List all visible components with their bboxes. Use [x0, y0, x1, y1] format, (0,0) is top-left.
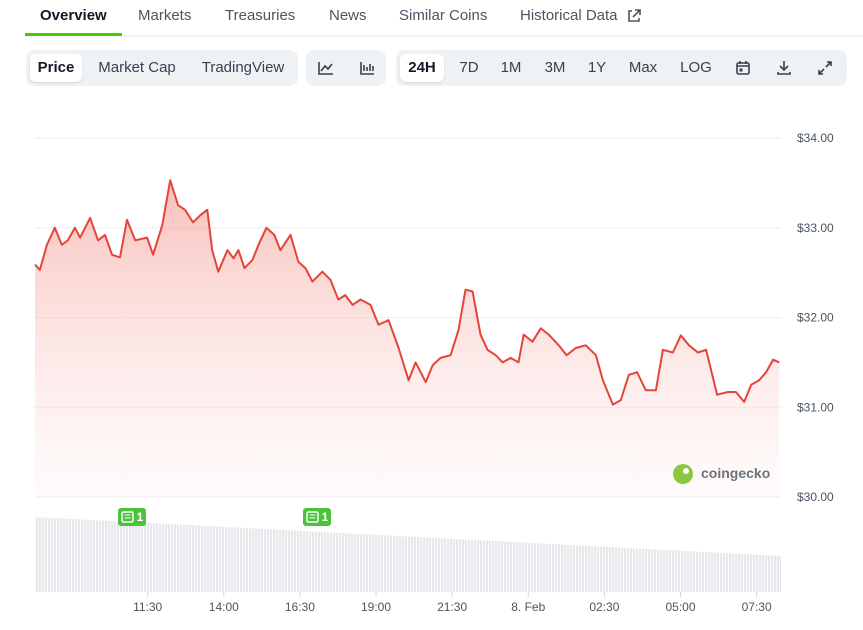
- x-tick-label: 05:00: [666, 600, 696, 614]
- download-button[interactable]: [770, 54, 798, 82]
- view-button[interactable]: TradingView: [201, 59, 285, 76]
- watermark: coingecko: [673, 464, 770, 484]
- x-tick-label: 11:30: [133, 600, 162, 614]
- x-tick-label: 21:30: [437, 600, 467, 614]
- range-group: [396, 50, 847, 86]
- range-button[interactable]: Max: [628, 59, 658, 76]
- tab[interactable]: Markets: [138, 7, 192, 24]
- x-tick-label: 8. Feb: [511, 600, 545, 614]
- tab[interactable]: Treasuries: [225, 7, 296, 24]
- y-tick-label: $32.00: [797, 311, 834, 325]
- x-tick-label: 14:00: [209, 600, 239, 614]
- event-badge: 1: [303, 508, 331, 526]
- event-badge: 1: [118, 508, 146, 526]
- event-count: 1: [137, 510, 144, 524]
- tab-underline: [25, 33, 122, 36]
- tab[interactable]: Historical Data: [520, 7, 618, 24]
- y-tick-label: $34.00: [797, 131, 834, 145]
- volume-bars: [35, 517, 781, 592]
- axes: [34, 137, 781, 597]
- range-button[interactable]: 7D: [459, 59, 479, 76]
- x-tick-label: 07:30: [742, 600, 772, 614]
- tab[interactable]: News: [329, 7, 367, 24]
- event-count: 1: [322, 510, 329, 524]
- y-tick-label: $30.00: [797, 490, 834, 504]
- range-button[interactable]: 1M: [500, 59, 522, 76]
- range-button[interactable]: LOG: [680, 59, 712, 76]
- fullscreen-button[interactable]: [811, 54, 839, 82]
- price-line: [34, 179, 780, 406]
- range-button[interactable]: 1Y: [587, 59, 607, 76]
- x-tick-label: 19:00: [361, 600, 391, 614]
- candle-chart-button[interactable]: [353, 54, 381, 82]
- view-button[interactable]: Price: [30, 54, 82, 82]
- tab[interactable]: Overview: [40, 7, 107, 24]
- y-tick-label: $33.00: [797, 221, 834, 235]
- price-area: [35, 180, 780, 497]
- view-button[interactable]: Market Cap: [98, 59, 176, 76]
- x-tick-label: 16:30: [285, 600, 315, 614]
- range-button[interactable]: 3M: [544, 59, 566, 76]
- x-tick-label: 02:30: [589, 600, 619, 614]
- tab[interactable]: Similar Coins: [399, 7, 488, 24]
- y-tick-label: $31.00: [797, 400, 834, 414]
- external-link-icon: [628, 9, 641, 22]
- line-chart-button[interactable]: [312, 54, 340, 82]
- calendar-button[interactable]: [729, 54, 757, 82]
- range-button[interactable]: 24H: [400, 54, 444, 82]
- watermark-text: coingecko: [701, 465, 770, 481]
